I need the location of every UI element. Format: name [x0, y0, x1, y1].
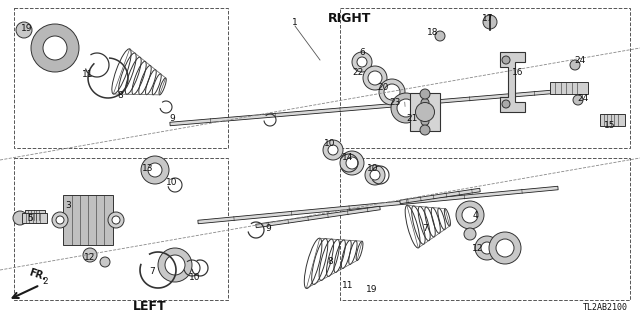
Circle shape [165, 255, 185, 275]
Circle shape [502, 56, 510, 64]
Circle shape [570, 60, 580, 70]
Circle shape [328, 145, 338, 155]
Text: 11: 11 [342, 281, 354, 290]
Text: LEFT: LEFT [133, 300, 167, 314]
Circle shape [31, 24, 79, 72]
Circle shape [346, 157, 358, 169]
Circle shape [357, 57, 367, 67]
Text: 5: 5 [27, 213, 33, 222]
Text: 8: 8 [117, 91, 123, 100]
Circle shape [83, 248, 97, 262]
Polygon shape [550, 82, 588, 94]
Polygon shape [256, 206, 380, 228]
Polygon shape [410, 93, 440, 131]
Text: 13: 13 [142, 164, 154, 172]
Circle shape [52, 212, 68, 228]
Text: 4: 4 [472, 211, 478, 220]
Circle shape [502, 100, 510, 108]
Circle shape [365, 165, 385, 185]
Circle shape [148, 163, 162, 177]
Text: 10: 10 [166, 178, 178, 187]
Polygon shape [400, 188, 480, 204]
Text: 22: 22 [353, 68, 364, 76]
Circle shape [420, 89, 430, 99]
Text: 16: 16 [512, 68, 524, 76]
Text: 8: 8 [327, 258, 333, 267]
Circle shape [489, 232, 521, 264]
Circle shape [420, 125, 430, 135]
Text: 1: 1 [292, 18, 298, 27]
Text: 12: 12 [472, 244, 484, 252]
Text: RIGHT: RIGHT [328, 12, 372, 25]
Circle shape [421, 117, 429, 125]
Text: 10: 10 [189, 274, 201, 283]
Circle shape [112, 216, 120, 224]
Text: 7: 7 [422, 223, 428, 233]
Circle shape [379, 79, 405, 105]
Circle shape [456, 201, 484, 229]
Circle shape [323, 140, 343, 160]
Circle shape [370, 170, 380, 180]
Text: 9: 9 [169, 114, 175, 123]
Circle shape [158, 248, 192, 282]
Polygon shape [198, 186, 558, 224]
Text: 23: 23 [389, 98, 401, 107]
Circle shape [397, 99, 415, 117]
Circle shape [108, 212, 124, 228]
Polygon shape [500, 52, 525, 112]
Circle shape [475, 236, 499, 260]
Circle shape [391, 93, 421, 123]
Circle shape [13, 211, 27, 225]
Circle shape [43, 36, 67, 60]
Polygon shape [170, 88, 575, 126]
Circle shape [496, 239, 514, 257]
Polygon shape [22, 213, 47, 223]
Text: 18: 18 [428, 28, 439, 36]
Circle shape [16, 22, 32, 38]
Circle shape [481, 242, 493, 254]
Circle shape [141, 156, 169, 184]
Text: 24: 24 [574, 55, 586, 65]
Text: 19: 19 [21, 23, 33, 33]
Circle shape [462, 207, 478, 223]
Polygon shape [600, 114, 625, 126]
Polygon shape [63, 195, 113, 245]
Text: 14: 14 [342, 153, 354, 162]
Text: 7: 7 [149, 268, 155, 276]
Text: FR.: FR. [28, 267, 48, 282]
Circle shape [363, 66, 387, 90]
Text: 19: 19 [366, 285, 378, 294]
Text: 10: 10 [367, 164, 379, 172]
Text: 20: 20 [378, 83, 388, 92]
Circle shape [421, 99, 429, 107]
Circle shape [368, 71, 382, 85]
Circle shape [415, 102, 435, 122]
Circle shape [384, 84, 400, 100]
Text: 11: 11 [83, 69, 93, 78]
Text: 9: 9 [265, 223, 271, 233]
Text: 2: 2 [42, 277, 48, 286]
Circle shape [483, 15, 497, 29]
Circle shape [573, 95, 583, 105]
Text: 15: 15 [604, 121, 616, 130]
Text: 12: 12 [84, 253, 96, 262]
Circle shape [56, 216, 64, 224]
Text: 3: 3 [65, 201, 71, 210]
Text: TL2AB2100: TL2AB2100 [583, 303, 628, 312]
Polygon shape [25, 210, 45, 220]
Circle shape [435, 31, 445, 41]
Text: 17: 17 [483, 13, 493, 22]
Circle shape [340, 151, 364, 175]
Text: 21: 21 [406, 114, 418, 123]
Text: 10: 10 [324, 139, 336, 148]
Text: 6: 6 [359, 47, 365, 57]
Circle shape [352, 52, 372, 72]
Text: 24: 24 [577, 93, 589, 102]
Circle shape [464, 228, 476, 240]
Circle shape [100, 257, 110, 267]
